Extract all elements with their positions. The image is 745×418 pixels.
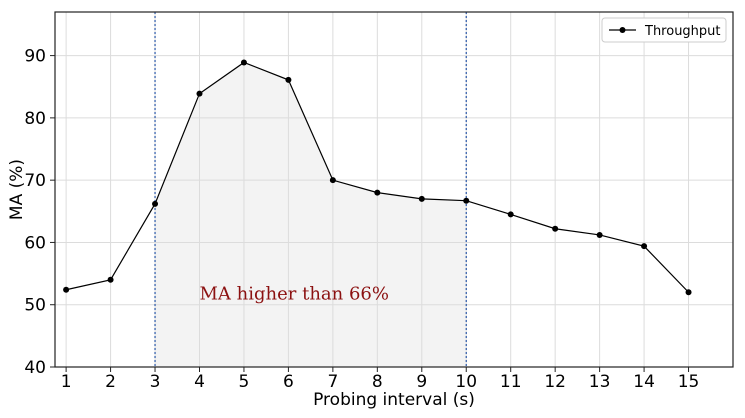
y-axis-label: MA (%) [7,159,27,220]
x-tick-label: 11 [500,372,522,392]
data-point [285,76,292,83]
x-tick-label: 8 [372,372,383,392]
annotation-text: MA higher than 66% [199,284,388,305]
x-tick-label: 5 [239,372,250,392]
plot-frame [54,11,734,368]
data-point [374,189,381,196]
x-tick-label: 13 [589,372,611,392]
data-point [329,177,336,184]
x-tick-label: 1 [61,372,72,392]
legend-box [601,17,727,43]
x-tick-label: 3 [150,372,161,392]
y-tick-label: 80 [24,109,46,129]
vertical-lines-layer [154,12,467,367]
data-point [552,225,559,232]
y-tick-label: 70 [24,171,46,191]
x-tick-label: 6 [283,372,294,392]
data-point [152,200,159,207]
x-tick-label: 14 [633,372,655,392]
legend-marker [619,27,626,33]
data-point [240,59,247,66]
legend-entry-throughput: Throughput [644,24,721,39]
legend: Throughput [601,17,727,43]
y-tick-label: 40 [24,358,46,378]
shaded-area [155,62,467,368]
y-tick-label: 60 [24,233,46,253]
x-tick-label: 9 [416,372,427,392]
data-point [418,195,425,202]
data-point [463,197,470,204]
data-point [596,231,603,238]
data-point [641,243,648,250]
x-tick-label: 4 [194,372,205,392]
x-tick-label: 2 [105,372,116,392]
x-tick-label: 12 [544,372,566,392]
x-tick-label: 10 [455,372,477,392]
x-axis-label: Probing interval (s) [313,390,475,410]
data-point [196,90,203,97]
x-tick-label: 7 [327,372,338,392]
series-layer [63,59,692,296]
data-point [63,286,70,293]
shaded-region-layer [155,62,467,368]
data-point [507,211,514,218]
data-point [107,276,114,283]
data-point [685,289,692,296]
y-tick-label: 90 [24,47,46,67]
x-tick-label: 15 [678,372,700,392]
grid-layer [55,12,733,368]
y-tick-label: 50 [24,296,46,316]
